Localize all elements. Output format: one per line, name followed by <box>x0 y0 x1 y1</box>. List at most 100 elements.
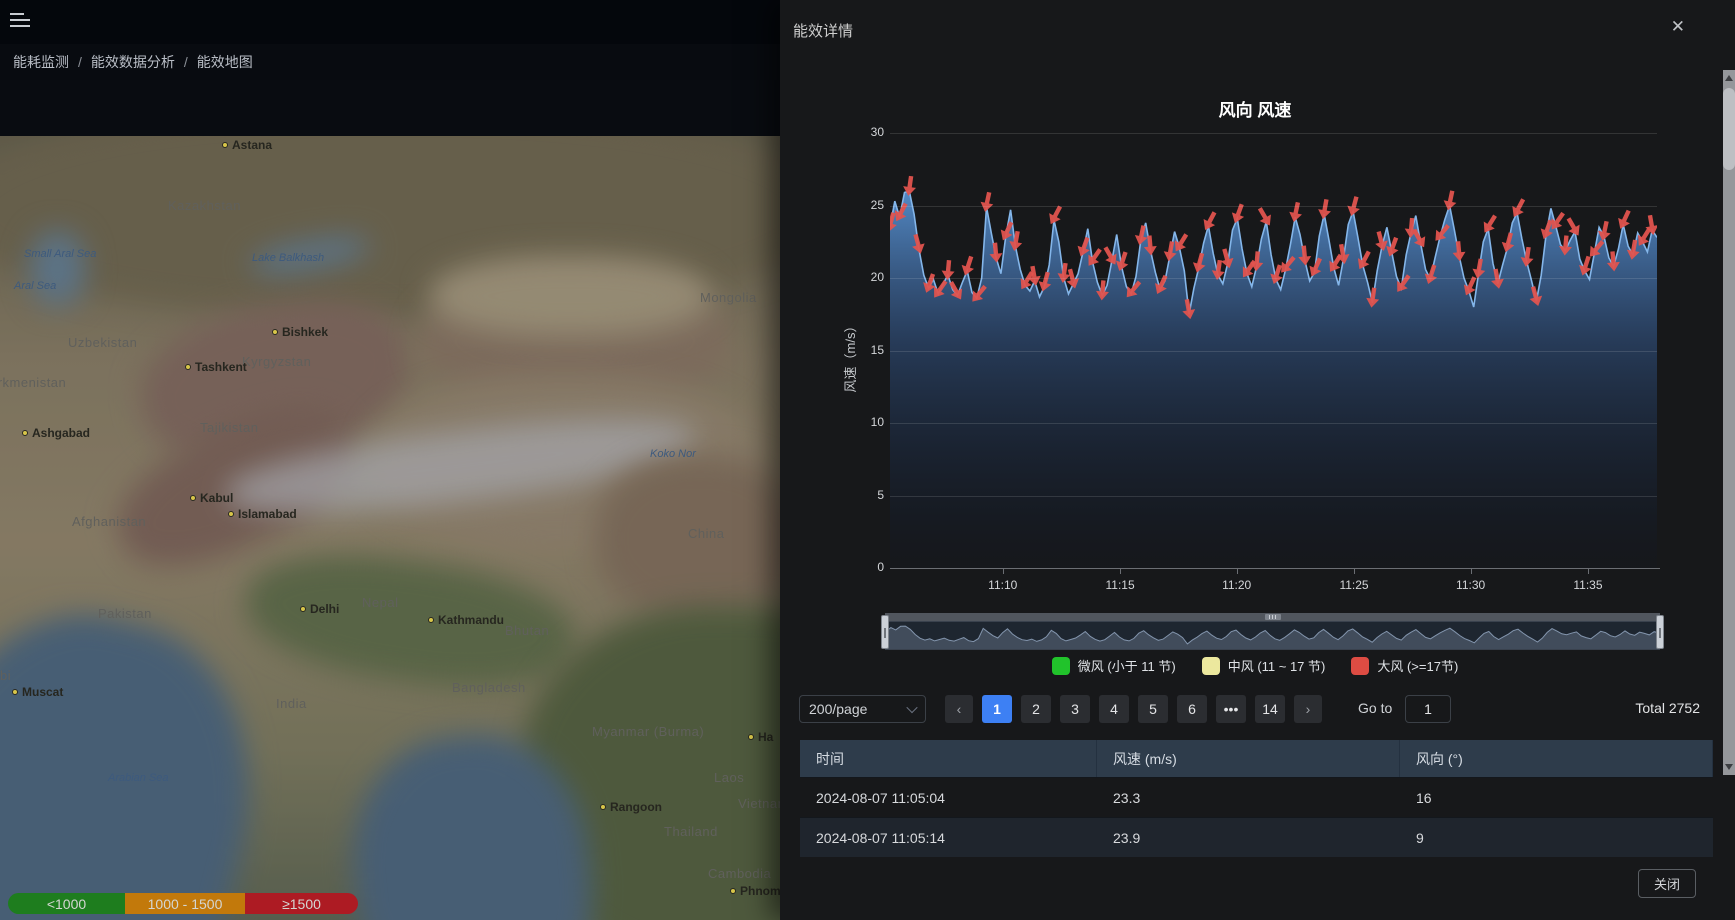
wind-direction-arrow-icon <box>1566 217 1580 236</box>
total-count: Total 2752 <box>1635 700 1700 716</box>
wind-direction-arrow-icon <box>980 191 994 212</box>
city-marker-icon <box>272 329 278 335</box>
wind-direction-arrow-icon <box>1558 235 1572 256</box>
scrollbar-thumb[interactable] <box>1723 88 1735 170</box>
page-size-select[interactable]: 200/page <box>799 695 926 723</box>
city-marker-icon <box>428 617 434 623</box>
page-button-3[interactable]: 3 <box>1060 695 1090 723</box>
wind-direction-arrow-icon <box>1088 248 1102 266</box>
chart-title: 风向 风速 <box>1218 101 1292 120</box>
breadcrumb: 能耗监测 / 能效数据分析 / 能效地图 <box>0 44 780 80</box>
prev-page-button[interactable]: ‹ <box>945 695 973 723</box>
wind-direction-arrow-icon <box>989 242 1003 263</box>
x-tick-label: 11:10 <box>988 578 1018 592</box>
legend-label: 中风 (11 ~ 17 节) <box>1227 659 1326 674</box>
map-label-city: Muscat <box>12 685 63 699</box>
detail-drawer: 能效详情 ✕ 风向 风速 风速（m/s） 微风 (小于 11 节) 中风 (11 … <box>780 0 1735 920</box>
page-button-1[interactable]: 1 <box>982 695 1012 723</box>
map-legend-segment: 1000 - 1500 <box>125 893 245 914</box>
wind-direction-arrow-icon <box>1336 243 1350 264</box>
scroll-up-icon[interactable] <box>1725 75 1733 81</box>
datazoom-left-handle[interactable] <box>881 615 889 649</box>
wind-direction-arrow-icon <box>1049 205 1063 225</box>
panel-scrollbar[interactable] <box>1723 70 1735 775</box>
column-header: 时间 <box>800 740 1097 777</box>
wind-direction-arrow-icon <box>1192 252 1206 273</box>
goto-page-input[interactable] <box>1405 695 1451 723</box>
datazoom-minimap[interactable] <box>885 621 1660 650</box>
datazoom-move-bar[interactable] <box>885 613 1660 621</box>
map-label-country: China <box>688 526 725 541</box>
wind-direction-arrow-icon <box>1220 248 1234 269</box>
legend-item[interactable]: 微风 (小于 11 节) <box>1051 656 1176 675</box>
wind-direction-arrow-icon <box>1289 201 1302 222</box>
wind-direction-arrow-icon <box>1203 211 1217 230</box>
hamburger-menu-icon[interactable] <box>10 13 30 29</box>
wind-direction-arrow-icon <box>1645 214 1659 235</box>
page-button-6[interactable]: 6 <box>1177 695 1207 723</box>
close-button[interactable]: 关闭 <box>1638 869 1696 898</box>
y-tick-label: 0 <box>877 560 884 574</box>
x-tick-mark <box>1354 569 1356 574</box>
map-label-country: Cambodia <box>708 866 772 881</box>
table-header: 时间 风速 (m/s) 风向 (°) <box>800 740 1713 777</box>
map-label-country: Pakistan <box>98 606 152 621</box>
breadcrumb-item[interactable]: 能效数据分析 <box>90 54 175 70</box>
map-label-country: Nepal <box>362 595 399 610</box>
map-label-country: Kyrgyzstan <box>242 354 312 369</box>
chevron-down-icon <box>906 701 918 714</box>
page-button-2[interactable]: 2 <box>1021 695 1051 723</box>
wind-direction-arrow-icon <box>1397 274 1411 292</box>
table-cell: 2024-08-07 11:05:04 <box>816 789 945 806</box>
wind-direction-arrow-icon <box>1638 227 1652 246</box>
scroll-down-icon[interactable] <box>1725 764 1733 770</box>
wind-direction-arrow-icon <box>1618 209 1631 229</box>
map-label-country: Bhutan <box>505 623 550 638</box>
breadcrumb-item[interactable]: 能耗监测 <box>13 54 69 70</box>
wind-direction-arrow-icon <box>1143 235 1157 256</box>
map-label-country: Bangladesh <box>452 680 526 695</box>
wind-direction-arrow-icon <box>1412 228 1426 248</box>
datazoom-right-handle[interactable] <box>1656 615 1664 649</box>
map-label-country: India <box>276 696 307 711</box>
wind-direction-arrow-icon <box>1270 264 1283 285</box>
wind-direction-arrow-icon <box>1211 259 1225 281</box>
legend-swatch-icon <box>1051 656 1070 675</box>
datazoom-grip-icon[interactable] <box>1264 614 1281 620</box>
page-button-4[interactable]: 4 <box>1099 695 1129 723</box>
wind-direction-arrow-icon <box>1589 240 1605 257</box>
wind-series-svg <box>884 175 1659 568</box>
more-pages-button[interactable]: ••• <box>1216 695 1246 723</box>
map-label-country: Afghanistan <box>72 514 147 529</box>
breadcrumb-item[interactable]: 能效地图 <box>196 54 253 70</box>
table-row[interactable]: 2024-08-07 11:05:14 23.9 9 <box>800 817 1713 857</box>
map-label-water: Aral Sea <box>14 280 57 292</box>
legend-item[interactable]: 中风 (11 ~ 17 节) <box>1201 656 1326 675</box>
map-label-city: Astana <box>222 138 272 152</box>
map-label-country: Uzbekistan <box>68 335 138 350</box>
gridline <box>890 133 1657 134</box>
x-tick-label: 11:25 <box>1339 578 1369 592</box>
datazoom-slider[interactable] <box>881 613 1664 651</box>
wind-direction-arrow-icon <box>1540 219 1553 240</box>
page-button-14[interactable]: 14 <box>1255 695 1285 723</box>
page-button-5[interactable]: 5 <box>1138 695 1168 723</box>
table-row[interactable]: 2024-08-07 11:05:04 23.3 16 <box>800 777 1713 817</box>
wind-direction-arrow-icon <box>912 233 925 254</box>
next-page-button[interactable]: › <box>1294 695 1322 723</box>
map-canvas[interactable]: Astana Kazakhstan Small Aral Sea Aral Sea La… <box>0 136 780 920</box>
wind-chart[interactable] <box>884 133 1659 568</box>
wind-direction-arrow-icon <box>1597 220 1611 241</box>
wind-direction-arrow-icon <box>972 284 987 302</box>
x-tick-mark <box>1587 569 1589 574</box>
x-tick-label: 11:35 <box>1573 578 1603 592</box>
wind-direction-arrow-icon <box>1298 245 1312 266</box>
wind-direction-arrow-icon <box>1250 251 1264 272</box>
map-color-legend: <1000 1000 - 1500 ≥1500 <box>8 893 358 914</box>
wind-direction-arrow-icon <box>1375 230 1388 251</box>
legend-swatch-icon <box>1351 656 1370 675</box>
close-icon[interactable]: ✕ <box>1670 17 1685 36</box>
legend-item[interactable]: 大风 (>=17节) <box>1351 656 1458 675</box>
filter-bar: 查询方式 年度查询 年份选择 2024 装载状态 装载 <box>0 80 780 201</box>
table-cell: 16 <box>1416 789 1432 806</box>
